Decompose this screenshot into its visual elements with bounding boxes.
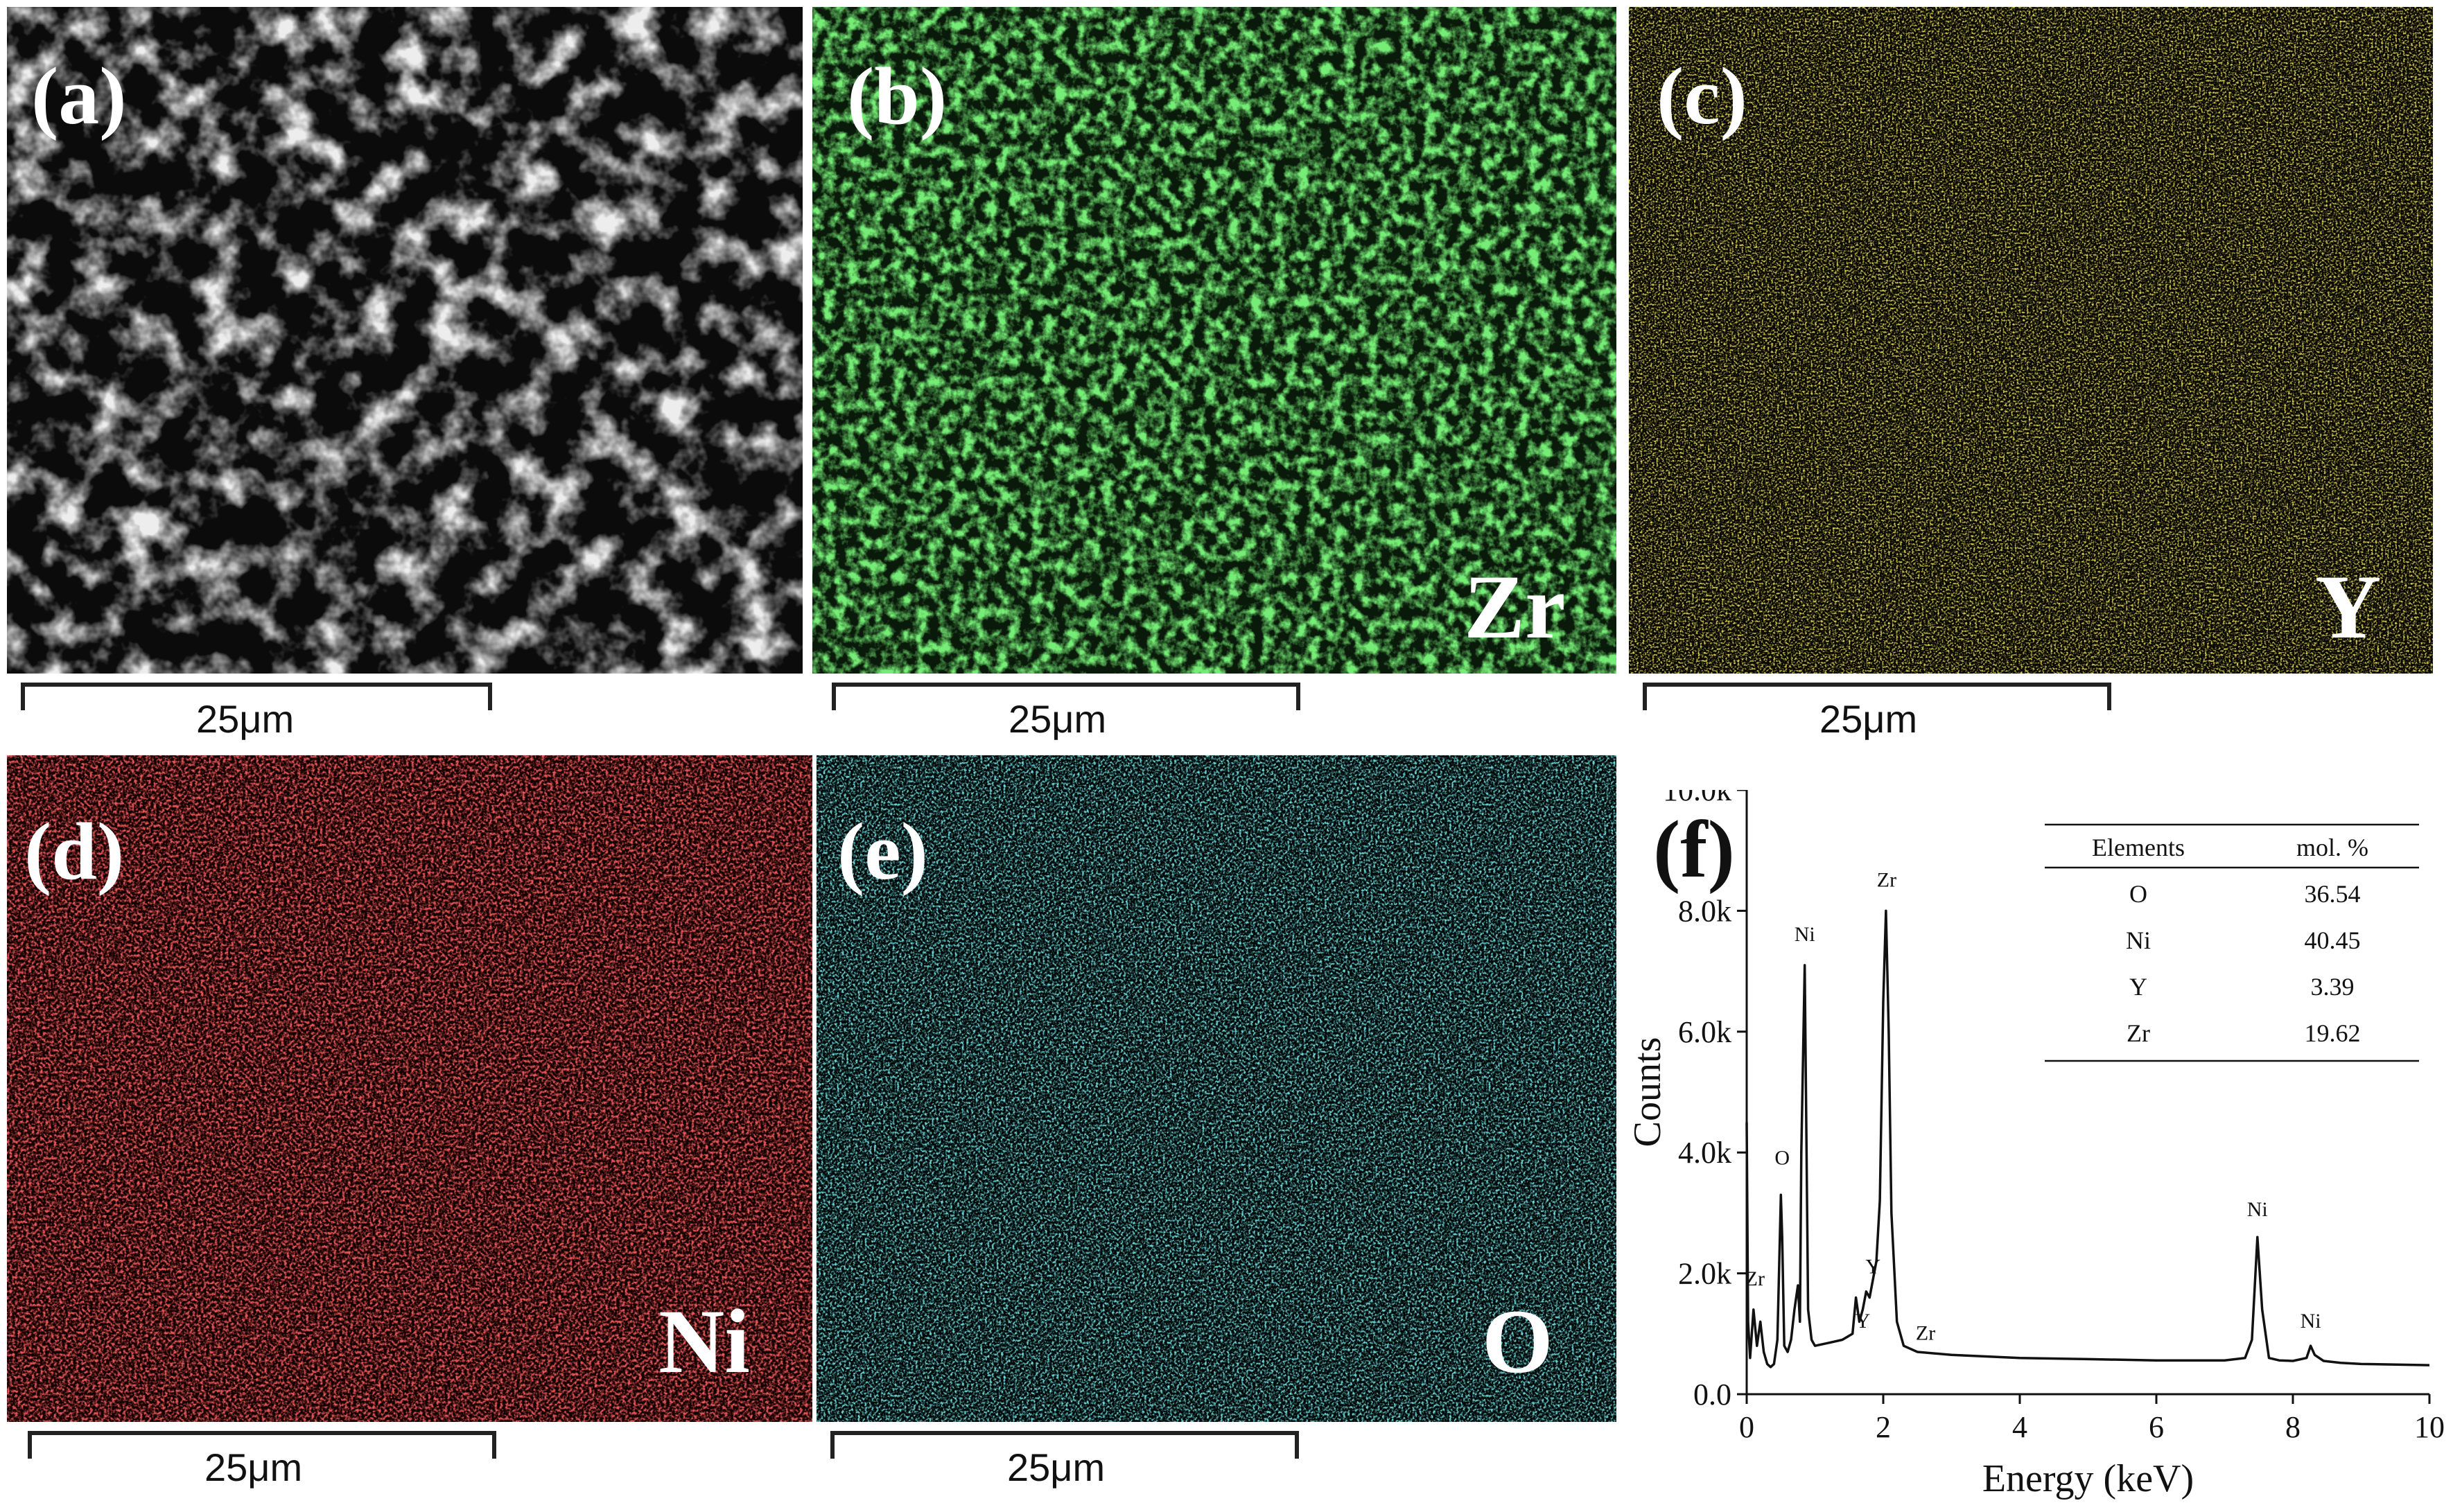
panel-label-c: (c)	[1657, 51, 1747, 141]
scale-bar-label-b: 25μm	[1009, 697, 1107, 741]
zr-map-panel: (b) Zr	[812, 7, 1616, 674]
scale-bar-a	[21, 683, 492, 710]
peak-label: Y	[1865, 1256, 1880, 1278]
panel-label-e: (e)	[837, 806, 928, 897]
scale-bar-e	[830, 1431, 1299, 1459]
y-tick-label: 0.0	[1693, 1378, 1731, 1412]
peak-label: O	[1774, 1147, 1790, 1170]
x-tick-label: 10	[2414, 1410, 2445, 1444]
element-label-ni: Ni	[658, 1290, 750, 1392]
table-header: mol. %	[2296, 834, 2368, 861]
scale-bar-b	[832, 683, 1300, 710]
y-elemental-map	[1629, 7, 2433, 674]
element-label-o: O	[1482, 1290, 1553, 1392]
ni-map-panel: (d) Ni	[7, 755, 812, 1422]
ni-elemental-map	[7, 755, 812, 1422]
peak-label: Ni	[1795, 923, 1815, 946]
x-tick-label: 6	[2149, 1410, 2164, 1444]
scale-bar-label-a: 25μm	[196, 697, 295, 741]
peak-label: Ni	[2301, 1310, 2321, 1333]
y-tick-label: 2.0k	[1678, 1257, 1731, 1291]
o-elemental-map	[817, 755, 1616, 1422]
y-tick-label: 4.0k	[1678, 1136, 1731, 1170]
zr-elemental-map	[812, 7, 1616, 674]
eds-spectrum-chart: 0 2 4 6 8 10 0.0 2.0k 4.0k 6.0k 8.0k 10.0k Energy (k…	[1626, 790, 2445, 1500]
scale-bar-c	[1643, 683, 2111, 710]
scale-bar-label-c: 25μm	[1819, 697, 1918, 741]
peak-label: Zr	[1745, 1267, 1765, 1290]
panel-label-d: (d)	[24, 806, 125, 897]
table-cell: 36.54	[2305, 880, 2361, 908]
table-cell: 40.45	[2305, 926, 2361, 954]
element-label-y: Y	[2315, 556, 2382, 658]
peak-label: Y	[1856, 1310, 1871, 1333]
table-cell: Y	[2129, 973, 2147, 1001]
y-axis-label: Counts	[1626, 1037, 1669, 1148]
peak-label: Ni	[2247, 1198, 2268, 1221]
y-map-panel: (c) Y	[1629, 7, 2433, 674]
peak-label: Zr	[1877, 869, 1896, 892]
x-tick-label: 8	[2285, 1410, 2301, 1444]
peak-label: Zr	[1916, 1322, 1935, 1345]
x-tick-label: 2	[1876, 1410, 1891, 1444]
table-cell: 3.39	[2311, 973, 2355, 1001]
panel-label-b: (b)	[847, 51, 948, 141]
table-cell: 19.62	[2305, 1019, 2361, 1047]
panel-label-a: (a)	[31, 51, 127, 141]
o-map-panel: (e) O	[817, 755, 1616, 1422]
table-cell: Ni	[2126, 926, 2151, 954]
scale-bar-d	[28, 1431, 496, 1459]
table-header: Elements	[2092, 834, 2185, 861]
x-tick-label: 0	[1739, 1410, 1754, 1444]
spectrum-line	[1745, 909, 2430, 1369]
scale-bar-label-d: 25μm	[204, 1445, 303, 1489]
y-tick-label: 6.0k	[1678, 1015, 1731, 1049]
scale-bar-label-e: 25μm	[1007, 1445, 1106, 1489]
element-label-zr: Zr	[1464, 556, 1566, 658]
sem-image-panel: (a)	[7, 7, 803, 674]
sem-micrograph	[7, 7, 803, 674]
table-cell: Zr	[2127, 1019, 2150, 1047]
x-axis-label: Energy (keV)	[1982, 1457, 2194, 1500]
y-tick-label: 8.0k	[1678, 894, 1731, 928]
table-cell: O	[2129, 880, 2147, 908]
y-tick-label: 10.0k	[1663, 790, 1731, 807]
x-tick-label: 4	[2012, 1410, 2027, 1444]
panel-label-f: (f)	[1653, 804, 1735, 895]
